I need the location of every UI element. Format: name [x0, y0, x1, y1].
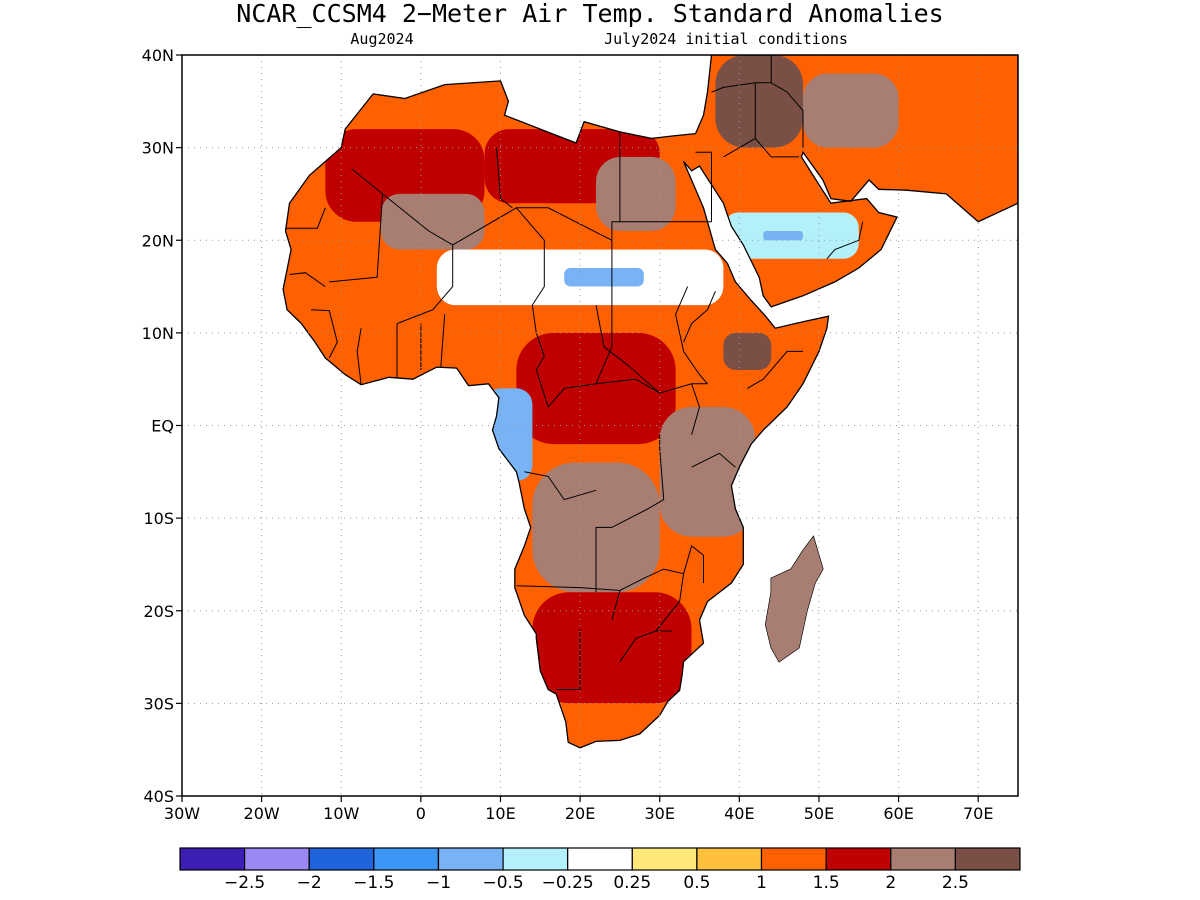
colorbar-label: −1: [426, 873, 451, 893]
lon-tick-label: 10W: [323, 804, 359, 823]
colorbar-label: −0.25: [542, 873, 594, 893]
anomaly-region-sahel-blue: [564, 268, 644, 287]
lat-tick-label: 20S: [143, 602, 174, 621]
colorbar-swatch: [760, 847, 827, 871]
colorbar-swatch: [179, 847, 246, 871]
colorbar-swatch: [954, 847, 1021, 871]
longitude-labels: 30W 20W 10W 0 10E 20E 30E 40E 50E 60E 70E: [164, 796, 993, 823]
lat-tick-label: 10S: [143, 509, 174, 528]
lon-tick-label: 30W: [164, 804, 200, 823]
lon-tick-label: 0: [416, 804, 426, 823]
colorbar-label: 1.5: [813, 873, 840, 893]
colorbar-label: −2.5: [224, 873, 265, 893]
colorbar-swatch: [502, 847, 569, 871]
anomaly-region-libya-egypt: [596, 156, 676, 231]
colorbar: −2.5 −2 −1.5 −1 −0.5 −0.25 0.25 0.5 1 1.5 2 2.5: [179, 847, 1021, 893]
initial-conditions: July2024 initial conditions: [604, 30, 848, 48]
colorbar-swatch: [308, 847, 375, 871]
colorbar-swatch: [890, 847, 956, 871]
colorbar-swatch: [696, 847, 763, 871]
map-title: NCAR_CCSM4 2−Meter Air Temp. Standard An…: [236, 0, 943, 28]
colorbar-swatch: [373, 847, 439, 871]
colorbar-swatch: [567, 847, 633, 871]
plot-frame: [181, 54, 1019, 797]
colorbar-label: −0.5: [482, 873, 523, 893]
lat-tick-label: 40N: [142, 46, 174, 65]
anomaly-region-central-africa: [516, 332, 676, 445]
colorbar-swatch: [437, 847, 504, 871]
lon-tick-label: 10E: [485, 804, 515, 823]
colorbar-label: 2: [885, 873, 896, 893]
lon-tick-label: 50E: [804, 804, 834, 823]
coastline: [282, 55, 1018, 749]
lat-tick-label: 30N: [142, 139, 174, 158]
gridlines: [182, 55, 1018, 796]
lat-tick-label: 30S: [143, 694, 174, 713]
colorbar-label: 2.5: [942, 873, 969, 893]
anomaly-region-mauritania-mali: [381, 193, 485, 250]
anomaly-region-ethiopia: [723, 332, 772, 370]
lon-tick-label: 20E: [565, 804, 595, 823]
lon-tick-label: 40E: [724, 804, 754, 823]
anomaly-region-east-africa: [659, 407, 756, 537]
lat-tick-label: 10N: [142, 324, 174, 343]
madagascar-anomaly: [765, 536, 823, 662]
colorbar-label: −2: [297, 873, 322, 893]
colorbar-label: −1.5: [353, 873, 394, 893]
valid-month: Aug2024: [350, 30, 413, 48]
lat-tick-label: EQ: [151, 417, 174, 436]
lon-tick-label: 60E: [883, 804, 913, 823]
lon-tick-label: 70E: [963, 804, 993, 823]
colorbar-label: 0.5: [683, 873, 710, 893]
anomaly-region-southern-africa: [532, 592, 692, 704]
anomaly-region-middle-east: [715, 55, 803, 148]
anomaly-region-arabia-blue-core: [763, 231, 803, 241]
lat-tick-label: 20N: [142, 231, 174, 250]
colorbar-label: 1: [756, 873, 767, 893]
colorbar-swatch: [825, 847, 892, 871]
anomaly-region-south-africa-cape: [556, 703, 644, 741]
lon-tick-label: 30E: [644, 804, 674, 823]
lon-tick-label: 20W: [244, 804, 280, 823]
colorbar-swatch: [244, 847, 310, 871]
colorbar-swatch: [631, 847, 698, 871]
anomaly-region-iran: [803, 73, 899, 148]
colorbar-label: 0.25: [613, 873, 651, 893]
lat-tick-label: 40S: [143, 787, 174, 806]
latitude-labels: 40N 30N 20N 10N EQ 10S 20S 30S 40S: [142, 46, 182, 806]
